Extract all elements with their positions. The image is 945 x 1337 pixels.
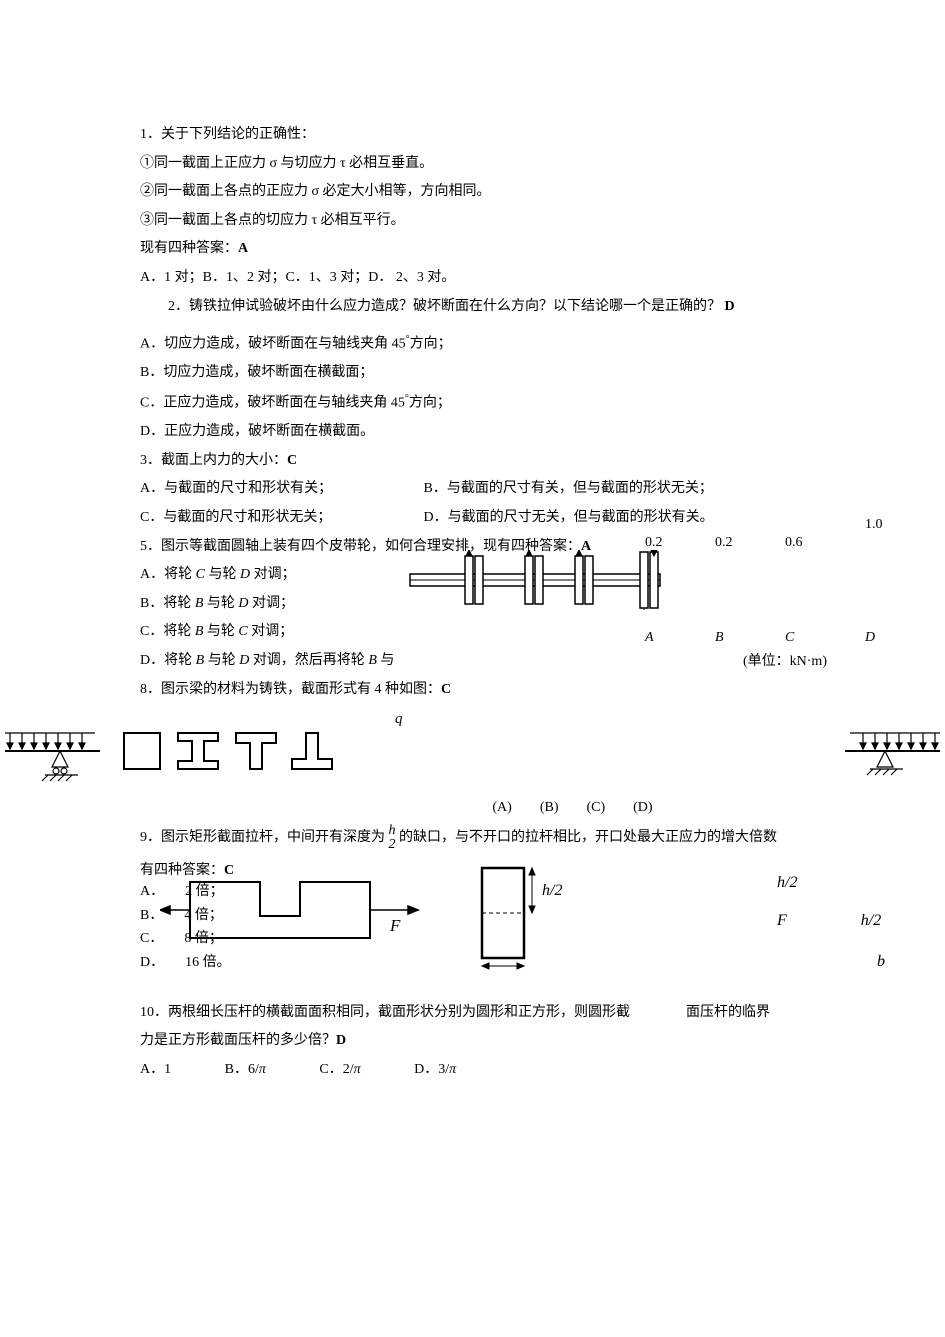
q10-option-b: B．6/π: [225, 1057, 266, 1084]
q1-stem-text: 关于下列结论的正确性：: [161, 127, 315, 142]
q1-statement-3: ③同一截面上各点的切应力 τ 必相互平行。: [140, 208, 805, 235]
q9-F-right: F: [777, 912, 787, 929]
q10-stem2-text: 力是正方形截面压杆的多少倍？: [140, 1033, 336, 1048]
q10-options: A．1 B．6/π C．2/π D．3/π: [140, 1057, 805, 1084]
q5-wheel-b: B: [715, 625, 724, 652]
q8-stem: 8．图示梁的材料为铸铁，截面形式有 4 种如图：C: [140, 677, 805, 704]
q9-frac-top: h: [389, 823, 396, 838]
right-support-icon: [835, 719, 945, 789]
q9-F-left: F: [390, 910, 400, 942]
q8-section-labels: (A) (B) (C) (D): [340, 795, 805, 822]
q1-lead-text: 现有四种答案：: [140, 241, 238, 256]
q10-number: 10．: [140, 1005, 168, 1020]
q3-option-c: C．与截面的尺寸和形状无关；: [140, 505, 420, 532]
q1-statement-1: ①同一截面上正应力 σ 与切应力 τ 必相互垂直。: [140, 151, 805, 178]
q2-stem-text: 铸铁拉伸试验破坏由什么应力造成？破坏断面在什么方向？以下结论哪一个是正确的？: [189, 299, 721, 314]
q2-option-d: D．正应力造成，破坏断面在横截面。: [140, 419, 805, 446]
q3-number: 3．: [140, 453, 161, 468]
q10-stem-text: 两根细长压杆的横截面面积相同，截面形状分别为圆形和正方形，则圆形截 面压杆的临界: [168, 1005, 770, 1020]
q9-right-labels: h/2 F h/2 b: [777, 868, 885, 977]
q1-stem: 1．关于下列结论的正确性：: [140, 122, 805, 149]
q5-val-0: 0.2: [645, 530, 663, 557]
q1-answer: A: [238, 241, 248, 256]
q9-stem: 9．图示矩形截面拉杆，中间开有深度为 h 2 的缺口，与不开口的拉杆相比，开口处…: [140, 824, 805, 852]
q1-choices-lead: 现有四种答案：A: [140, 236, 805, 263]
q5-wheel-d: D: [865, 625, 875, 652]
q3-option-d: D．与截面的尺寸无关，但与截面的形状有关。: [424, 510, 714, 525]
q5-val-2: 0.6: [785, 530, 803, 557]
q8-q-label: q: [395, 705, 403, 734]
q5-val-1: 0.2: [715, 530, 733, 557]
q3-option-a: A．与截面的尺寸和形状有关；: [140, 476, 420, 503]
q5-unit: (单位：kN·m): [645, 649, 925, 676]
q9-option-d: D． 16 倍。: [140, 951, 231, 975]
q10-option-d: D．3/π: [414, 1057, 456, 1084]
q9-stem-a: 图示矩形截面拉杆，中间开有深度为: [161, 830, 385, 845]
q5-wheel-a: A: [645, 625, 654, 652]
q1-statement-2: ②同一截面上各点的正应力 σ 必定大小相等，方向相同。: [140, 179, 805, 206]
q2-option-c: C．正应力造成，破坏断面在与轴线夹角 45°方向；: [140, 389, 805, 417]
q10-option-a: A．1: [140, 1057, 171, 1084]
shaft-diagram-icon: [405, 550, 665, 610]
q5-diagram: 0.2 0.2 0.6 1.0 A: [525, 530, 925, 675]
q9-h2-1: h/2: [777, 868, 885, 898]
q8-answer: C: [441, 682, 451, 697]
q1-options: A．1 对；B．1、2 对；C．1、3 对；D． 2、3 对。: [140, 265, 805, 292]
q5-wheel-c: C: [785, 625, 794, 652]
q10-option-c: C．2/π: [319, 1057, 360, 1084]
q2-number: 2．: [168, 299, 189, 314]
left-support-icon: [0, 719, 110, 789]
q3-options-row2: C．与截面的尺寸和形状无关； D．与截面的尺寸无关，但与截面的形状有关。: [140, 505, 805, 532]
q5-val-3: 1.0: [865, 512, 883, 539]
q3-stem-text: 截面上内力的大小：: [161, 453, 287, 468]
q9-diagram: 有四种答案：C A． 2 倍； B． 4 倍； C． 8 倍； D． 16 倍。…: [140, 858, 805, 998]
q10-stem2: 力是正方形截面压杆的多少倍？D: [140, 1028, 805, 1055]
q2-option-a: A．切应力造成，破坏断面在与轴线夹角 45°方向；: [140, 330, 805, 358]
q9-stem-b: 的缺口，与不开口的拉杆相比，开口处最大正应力的增大倍数: [399, 830, 777, 845]
q10-stem: 10．两根细长压杆的横截面面积相同，截面形状分别为圆形和正方形，则圆形截 面压杆…: [140, 1000, 805, 1027]
q3-option-b: B．与截面的尺寸有关，但与截面的形状无关；: [424, 481, 713, 496]
cross-sections-icon: [120, 725, 340, 785]
q10-answer: D: [336, 1033, 346, 1048]
page: 1．关于下列结论的正确性： ①同一截面上正应力 σ 与切应力 τ 必相互垂直。 …: [0, 0, 945, 1126]
q2-answer: D: [725, 299, 735, 314]
q3-answer: C: [287, 453, 297, 468]
notched-bar-icon: [160, 864, 420, 954]
q8-number: 8．: [140, 682, 161, 697]
q8-stem-text: 图示梁的材料为铸铁，截面形式有 4 种如图：: [161, 682, 441, 697]
q9-frac-bot: 2: [389, 837, 396, 852]
q2-option-b: B．切应力造成，破坏断面在横截面；: [140, 360, 805, 387]
q2-stem: 2．铸铁拉伸试验破坏由什么应力造成？破坏断面在什么方向？以下结论哪一个是正确的？…: [140, 294, 805, 321]
q5-number: 5．: [140, 539, 161, 554]
q9-number: 9．: [140, 830, 161, 845]
q9-b-label: b: [877, 947, 885, 977]
q9-h2-2: h/2: [861, 912, 881, 929]
q1-number: 1．: [140, 127, 161, 142]
q3-options-row1: A．与截面的尺寸和形状有关； B．与截面的尺寸有关，但与截面的形状无关；: [140, 476, 805, 503]
q9-h2-label: h/2: [542, 876, 562, 906]
q8-diagram: q: [0, 711, 945, 791]
cross-section-icon: [470, 858, 550, 978]
q3-stem: 3．截面上内力的大小：C: [140, 448, 805, 475]
